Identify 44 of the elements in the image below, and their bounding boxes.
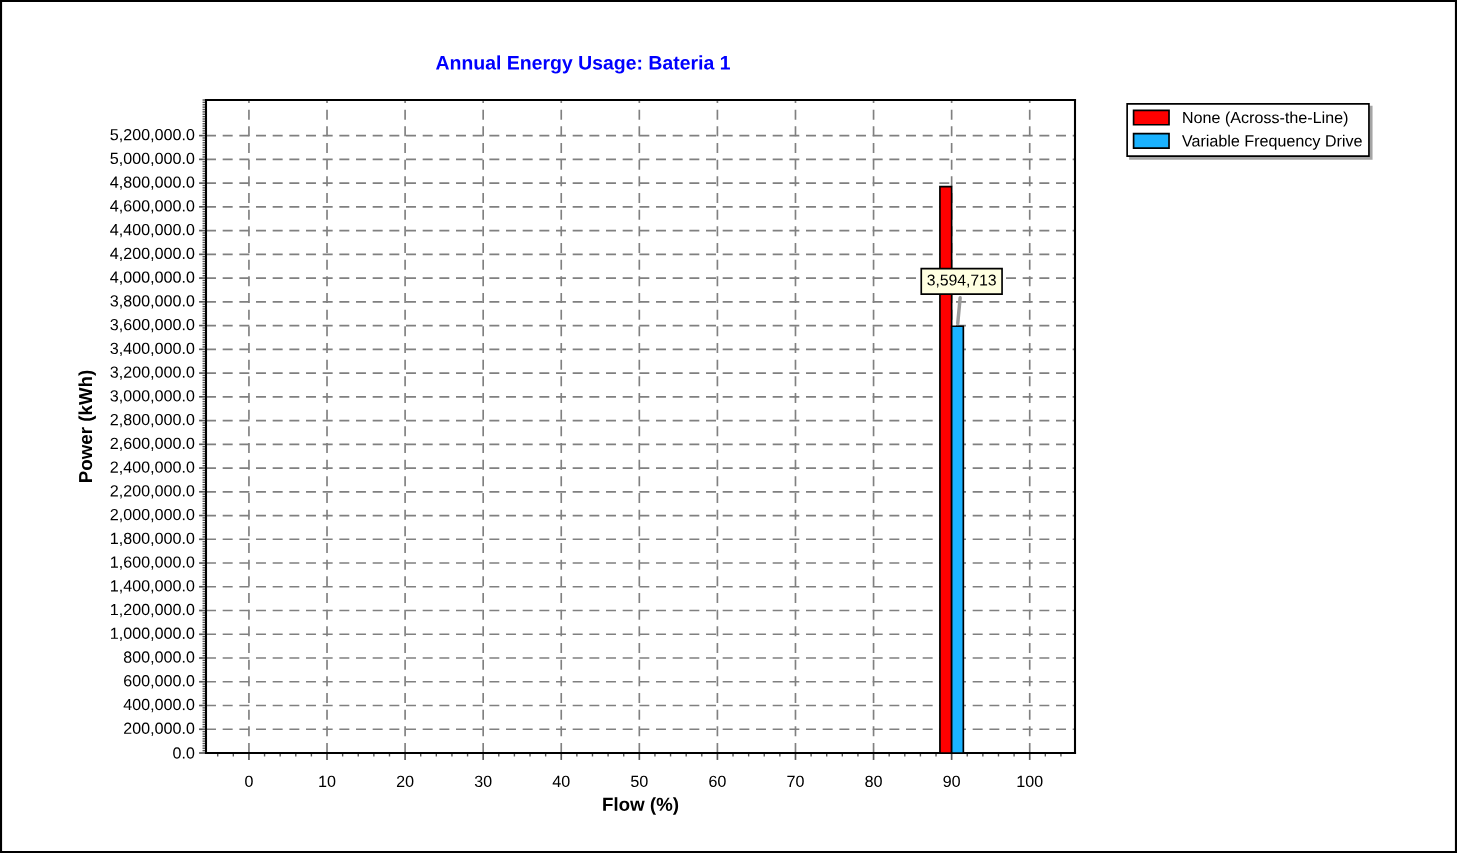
y-tick-label: 4,800,000.0 (110, 176, 195, 190)
y-axis-title: Power (kWh) (78, 370, 96, 483)
y-tick-label: 1,600,000.0 (111, 556, 195, 570)
x-tick-label: 90 (943, 775, 960, 788)
x-tick-label: 0 (245, 775, 253, 788)
y-tick-label: 1,000,000.0 (111, 627, 195, 641)
y-tick-label: 3,000,000.0 (110, 390, 195, 404)
x-tick-label: 50 (631, 775, 648, 788)
legend-label: None (Across-the-Line) (1183, 111, 1348, 127)
y-tick-label: 3,200,000.0 (110, 366, 195, 380)
y-tick-label: 4,400,000.0 (110, 223, 195, 238)
x-tick-label: 30 (474, 775, 492, 788)
x-axis-title: Flow (%) (603, 797, 679, 815)
x-tick-label: 40 (552, 775, 570, 788)
y-tick-label: 5,000,000.0 (110, 152, 195, 167)
y-tick-label: 1,200,000.0 (111, 603, 195, 618)
y-tick-label: 2,600,000.0 (110, 437, 195, 451)
y-tick-label: 0.0 (173, 747, 195, 759)
y-tick-label: 1,800,000.0 (111, 532, 195, 546)
y-tick-label: 2,000,000.0 (110, 508, 195, 523)
x-tick-label: 20 (396, 775, 414, 788)
y-tick-label: 5,200,000.0 (110, 128, 195, 143)
y-tick-label: 4,000,000.0 (110, 271, 195, 285)
y-tick-label: 600,000.0 (124, 675, 195, 689)
y-tick-label: 2,800,000.0 (110, 413, 195, 428)
y-tick-label: 2,200,000.0 (110, 485, 195, 499)
y-tick-label: 200,000.0 (124, 722, 195, 736)
y-tick-label: 4,600,000.0 (110, 200, 195, 214)
y-tick-label: 3,400,000.0 (110, 342, 195, 356)
y-tick-label: 3,600,000.0 (110, 318, 195, 333)
chart-title: Annual Energy Usage: Bateria 1 (435, 55, 730, 74)
x-tick-label: 70 (787, 775, 804, 788)
x-tick-label: 10 (319, 775, 336, 788)
y-tick-label: 4,200,000.0 (110, 247, 195, 261)
legend-label: Variable Frequency Drive (1181, 134, 1362, 150)
x-tick-label: 100 (1017, 775, 1043, 788)
y-tick-label: 3,800,000.0 (110, 295, 195, 309)
x-tick-label: 60 (709, 775, 726, 788)
y-tick-label: 1,400,000.0 (111, 580, 195, 594)
data-label: 3,594,713 (927, 274, 996, 288)
y-tick-label: 800,000.0 (123, 651, 195, 665)
x-tick-label: 80 (865, 775, 882, 788)
y-tick-label: 2,400,000.0 (110, 461, 195, 475)
y-tick-label: 400,000.0 (123, 698, 195, 713)
